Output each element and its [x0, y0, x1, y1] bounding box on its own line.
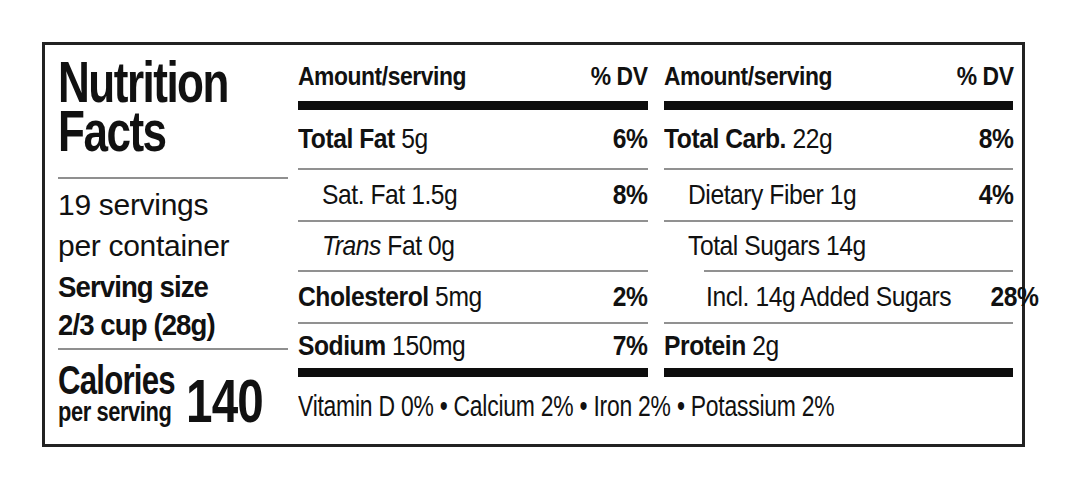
nutrition-facts-label: Nutrition Facts 19 servings per containe… — [42, 42, 1025, 447]
daily-value: 2% — [613, 281, 648, 313]
calories-value: 140 — [186, 376, 263, 426]
row-total-sugars: Total Sugars 14g — [664, 222, 1014, 270]
row-total-fat: Total Fat 5g 6% — [298, 110, 648, 168]
nutrient-name: Protein 2g — [664, 330, 779, 362]
daily-value: 8% — [613, 179, 648, 211]
row-cholesterol: Cholesterol 5mg 2% — [298, 272, 648, 322]
name-rest: Fat 0g — [381, 230, 455, 261]
daily-value: 8% — [978, 123, 1013, 155]
name-rest: Dietary Fiber 1g — [688, 179, 856, 210]
name-bold: Cholesterol — [298, 281, 429, 312]
divider — [58, 177, 288, 179]
daily-value: 4% — [978, 179, 1013, 211]
amount-serving-header: Amount/serving — [298, 61, 466, 92]
thick-bar — [664, 368, 1014, 377]
nutrient-name: Sodium 150mg — [298, 330, 465, 362]
servings-line1: 19 servings — [58, 184, 298, 225]
row-total-carb: Total Carb. 22g 8% — [664, 110, 1014, 168]
nutrient-columns: Amount/serving % DV Total Fat 5g 6% Sat.… — [298, 45, 1013, 377]
nutrient-name: Total Sugars 14g — [688, 230, 866, 262]
amount-serving-header: Amount/serving — [664, 61, 832, 92]
label-title: Nutrition Facts — [58, 57, 240, 155]
servings-per-container: 19 servings per container — [58, 184, 298, 266]
name-rest: Total Sugars 14g — [688, 230, 866, 261]
row-added-sugars: Incl. 14g Added Sugars 28% — [664, 272, 1014, 322]
nutrient-name: Dietary Fiber 1g — [688, 179, 856, 211]
name-rest: 2g — [745, 330, 778, 361]
name-bold: Total Fat — [298, 123, 395, 154]
name-rest: Sat. Fat 1.5g — [322, 179, 457, 210]
thick-bar — [298, 368, 648, 377]
percent-dv-header: % DV — [956, 61, 1013, 92]
serving-size: Serving size 2/3 cup (28g) — [58, 268, 279, 344]
serving-size-value: 2/3 cup (28g) — [58, 306, 279, 344]
name-bold: Total Carb. — [664, 123, 786, 154]
nutrient-column-fat-sodium: Amount/serving % DV Total Fat 5g 6% Sat.… — [298, 45, 648, 377]
micronutrients-text: Vitamin D 0% • Calcium 2% • Iron 2% • Po… — [298, 390, 834, 423]
nutrient-name: Total Carb. 22g — [664, 123, 832, 155]
name-bold: Protein — [664, 330, 746, 361]
row-sat-fat: Sat. Fat 1.5g 8% — [298, 170, 648, 220]
thick-bar — [664, 101, 1014, 110]
name-rest: 22g — [786, 123, 832, 154]
serving-size-label: Serving size — [58, 268, 279, 306]
nutrient-name: Incl. 14g Added Sugars — [706, 281, 951, 313]
daily-value: 7% — [613, 330, 648, 362]
nutrient-name: Total Fat 5g — [298, 123, 428, 155]
nutrient-name: Sat. Fat 1.5g — [322, 179, 457, 211]
divider — [58, 348, 288, 350]
name-italic: Trans — [322, 230, 381, 261]
percent-dv-header: % DV — [591, 61, 648, 92]
row-dietary-fiber: Dietary Fiber 1g 4% — [664, 170, 1014, 220]
name-rest: Incl. 14g Added Sugars — [706, 281, 951, 312]
thick-bar — [298, 101, 648, 110]
label-left-panel: Nutrition Facts 19 servings per containe… — [45, 45, 298, 444]
daily-value: 6% — [613, 123, 648, 155]
nutrient-column-carb-protein: Amount/serving % DV Total Carb. 22g 8% D… — [664, 45, 1014, 377]
calories-label: Calories — [58, 363, 175, 398]
name-rest: 5mg — [429, 281, 482, 312]
servings-line2: per container — [58, 225, 298, 266]
nutrient-name: Trans Fat 0g — [322, 230, 455, 262]
row-sodium: Sodium 150mg 7% — [298, 324, 648, 368]
calories-sublabel: per serving — [58, 398, 175, 426]
row-protein: Protein 2g — [664, 324, 1014, 368]
calories-label-block: Calories per serving — [58, 363, 175, 426]
column-header: Amount/serving % DV — [664, 45, 1014, 101]
daily-value: 28% — [991, 281, 1039, 313]
calories-section: Calories per serving 140 — [58, 363, 298, 426]
name-bold: Sodium — [298, 330, 386, 361]
name-rest: 150mg — [386, 330, 466, 361]
nutrient-name: Cholesterol 5mg — [298, 281, 482, 313]
micronutrients-line: Vitamin D 0% • Calcium 2% • Iron 2% • Po… — [298, 377, 1013, 435]
nutrient-tables: Amount/serving % DV Total Fat 5g 6% Sat.… — [298, 45, 1022, 444]
name-rest: 5g — [395, 123, 428, 154]
column-header: Amount/serving % DV — [298, 45, 648, 101]
row-trans-fat: Trans Fat 0g — [298, 222, 648, 270]
